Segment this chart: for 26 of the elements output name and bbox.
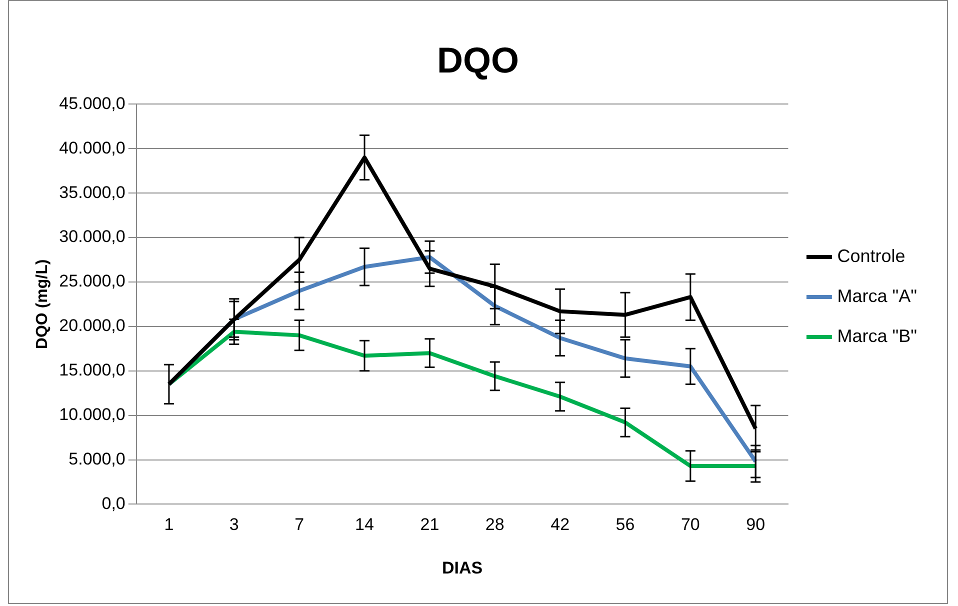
x-axis-title: DIAS — [442, 558, 483, 578]
x-tick-label: 56 — [616, 515, 635, 534]
y-tick-label: 45.000,0 — [59, 94, 126, 113]
y-tick-label: 10.000,0 — [59, 405, 126, 424]
y-tick-label: 35.000,0 — [59, 182, 126, 202]
x-tick-label: 21 — [420, 515, 440, 534]
x-tick-label: 28 — [485, 515, 504, 534]
y-tick-label: 5.000,0 — [68, 449, 126, 468]
y-tick-label: 30.000,0 — [59, 227, 126, 246]
x-tick-label: 7 — [294, 515, 304, 534]
y-tick-label: 15.000,0 — [59, 360, 126, 380]
x-tick-label: 14 — [355, 515, 374, 534]
y-axis-title: DQO (mg/L) — [34, 259, 52, 350]
chart-title: DQO — [436, 40, 520, 81]
y-tick-label: 20.000,0 — [59, 316, 126, 336]
x-tick-label: 1 — [164, 515, 174, 534]
legend-label: Marca "A" — [837, 286, 917, 306]
x-tick-label: 90 — [746, 515, 766, 534]
x-tick-label: 3 — [229, 515, 239, 534]
y-tick-label: 40.000,0 — [59, 138, 126, 158]
y-tick-label: 0,0 — [102, 494, 126, 513]
y-tick-label: 25.000,0 — [59, 272, 126, 291]
x-tick-label: 42 — [550, 515, 570, 534]
x-tick-label: 70 — [680, 515, 700, 534]
legend-label: Marca "B" — [837, 326, 917, 346]
legend-label: Controle — [837, 246, 906, 266]
